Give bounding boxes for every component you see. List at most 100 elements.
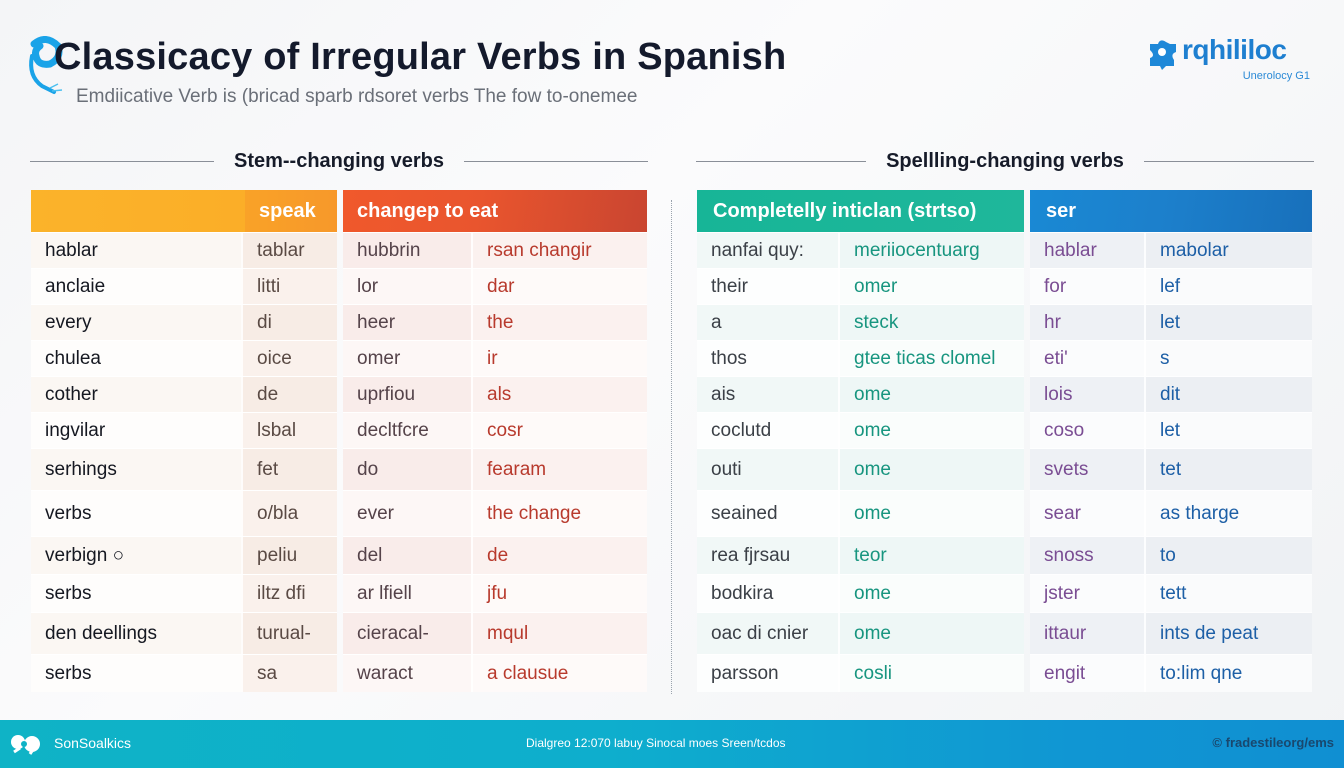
table-row: seained ome xyxy=(697,490,1024,536)
section-heading-stem-changing: Stem--changing verbs xyxy=(30,146,649,176)
brand-name: rqhililoc xyxy=(1182,34,1287,65)
verb-cell: do xyxy=(343,449,471,490)
footer-caption: Dialgreo 12:070 labuy Sinocal moes Sreen… xyxy=(526,736,786,750)
brand-logo[interactable]: rqhililoc Unerolocy G1 xyxy=(1144,34,1314,94)
form-cell: let xyxy=(1144,413,1312,448)
verb-cell: omer xyxy=(343,341,471,376)
verb-cell: lois xyxy=(1030,377,1144,412)
verb-cell: seained xyxy=(697,491,838,536)
form-cell: mqul xyxy=(471,613,647,654)
form-cell: ome xyxy=(838,413,1024,448)
form-cell: ome xyxy=(838,491,1024,536)
table-row: decltfcre cosr xyxy=(343,412,647,448)
form-cell: tablar xyxy=(241,233,337,268)
table-row: their omer xyxy=(697,268,1024,304)
verb-cell: anclaie xyxy=(31,269,241,304)
table-change-to-eat: changep to eat hubbrin rsan changir lor dar… xyxy=(343,190,647,692)
verb-cell: cieracal- xyxy=(343,613,471,654)
brand-tagline: Unerolocy G1 xyxy=(1242,70,1310,82)
form-cell: ome xyxy=(838,377,1024,412)
verb-cell: ais xyxy=(697,377,838,412)
verb-cell: svets xyxy=(1030,449,1144,490)
form-cell: tet xyxy=(1144,449,1312,490)
table-row: hablar tablar xyxy=(31,232,337,268)
form-cell: litti xyxy=(241,269,337,304)
form-cell: o/bla xyxy=(241,491,337,536)
center-divider xyxy=(671,200,672,694)
table-row: outi ome xyxy=(697,448,1024,490)
table-body: hablar tablar anclaie litti every di chulea oic… xyxy=(31,232,337,692)
table-row: hubbrin rsan changir xyxy=(343,232,647,268)
table-header: speak xyxy=(31,190,337,232)
verb-cell: bodkira xyxy=(697,575,838,612)
footer-logo-icon xyxy=(11,735,40,755)
verb-cell: den deellings xyxy=(31,613,241,654)
page-title: Classicacy of Irregular Verbs in Spanish xyxy=(54,36,787,78)
form-cell: steck xyxy=(838,305,1024,340)
table-row: uprfiou als xyxy=(343,376,647,412)
form-cell: rsan changir xyxy=(471,233,647,268)
table-row: hablar mabolar xyxy=(1030,232,1312,268)
table-speak: speak hablar tablar anclaie litti every di chu… xyxy=(31,190,337,692)
table-row: hr let xyxy=(1030,304,1312,340)
verb-cell: jster xyxy=(1030,575,1144,612)
table-row: coclutd ome xyxy=(697,412,1024,448)
section-label: Stem--changing verbs xyxy=(233,149,445,172)
table-row: ar lfiell jfu xyxy=(343,574,647,612)
verb-cell: serbs xyxy=(31,575,241,612)
form-cell: lef xyxy=(1144,269,1312,304)
form-cell: jfu xyxy=(471,575,647,612)
form-cell: teor xyxy=(838,537,1024,574)
verb-cell: oac di cnier xyxy=(697,613,838,654)
form-cell: the xyxy=(471,305,647,340)
heading-rule xyxy=(696,160,867,162)
page-header: Classicacy of Irregular Verbs in Spanish… xyxy=(22,30,922,120)
form-cell: di xyxy=(241,305,337,340)
verb-cell: parsson xyxy=(697,655,838,692)
table-row: svets tet xyxy=(1030,448,1312,490)
table-row: serbs sa xyxy=(31,654,337,692)
table-row: verbs o/bla xyxy=(31,490,337,536)
table-body: hubbrin rsan changir lor dar heer the omer ir up… xyxy=(343,232,647,692)
table-row: every di xyxy=(31,304,337,340)
verb-cell: ar lfiell xyxy=(343,575,471,612)
table-body: hablar mabolar for lef hr let eti' s lois dit coso… xyxy=(1030,232,1312,692)
table-row: engit to:lim qne xyxy=(1030,654,1312,692)
form-cell: omer xyxy=(838,269,1024,304)
table-row: ingvilar lsbal xyxy=(31,412,337,448)
table-row: snoss to xyxy=(1030,536,1312,574)
form-cell: ints de peat xyxy=(1144,613,1312,654)
table-row: waract a clausue xyxy=(343,654,647,692)
verb-cell: hubbrin xyxy=(343,233,471,268)
verb-cell: rea fjrsau xyxy=(697,537,838,574)
table-row: ais ome xyxy=(697,376,1024,412)
section-label: Spellling-changing verbs xyxy=(886,149,1124,172)
table-row: den deellings turual- xyxy=(31,612,337,654)
table-row: rea fjrsau teor xyxy=(697,536,1024,574)
verb-cell: uprfiou xyxy=(343,377,471,412)
verb-cell: ever xyxy=(343,491,471,536)
table-row: parsson cosli xyxy=(697,654,1024,692)
table-row: bodkira ome xyxy=(697,574,1024,612)
form-cell: a clausue xyxy=(471,655,647,692)
table-row: serhings fet xyxy=(31,448,337,490)
form-cell: to xyxy=(1144,537,1312,574)
form-cell: ome xyxy=(838,449,1024,490)
footer-copyright-link[interactable]: © fradestileorg/ems xyxy=(1212,735,1334,750)
table-row: chulea oice xyxy=(31,340,337,376)
page-subtitle: Emdiicative Verb is (bricad sparb rdsore… xyxy=(76,86,638,107)
table-row: anclaie litti xyxy=(31,268,337,304)
verb-cell: waract xyxy=(343,655,471,692)
form-cell: meriiocentuarg xyxy=(838,233,1024,268)
verb-cell: coso xyxy=(1030,413,1144,448)
table-row: lor dar xyxy=(343,268,647,304)
verb-cell: hablar xyxy=(1030,233,1144,268)
verb-cell: every xyxy=(31,305,241,340)
table-row: nanfai quy: meriiocentuarg xyxy=(697,232,1024,268)
header-label: Completelly inticlan (strtso) xyxy=(713,199,977,222)
table-row: cother de xyxy=(31,376,337,412)
form-cell: let xyxy=(1144,305,1312,340)
verb-cell: heer xyxy=(343,305,471,340)
form-cell: sa xyxy=(241,655,337,692)
heading-rule xyxy=(1143,160,1314,162)
